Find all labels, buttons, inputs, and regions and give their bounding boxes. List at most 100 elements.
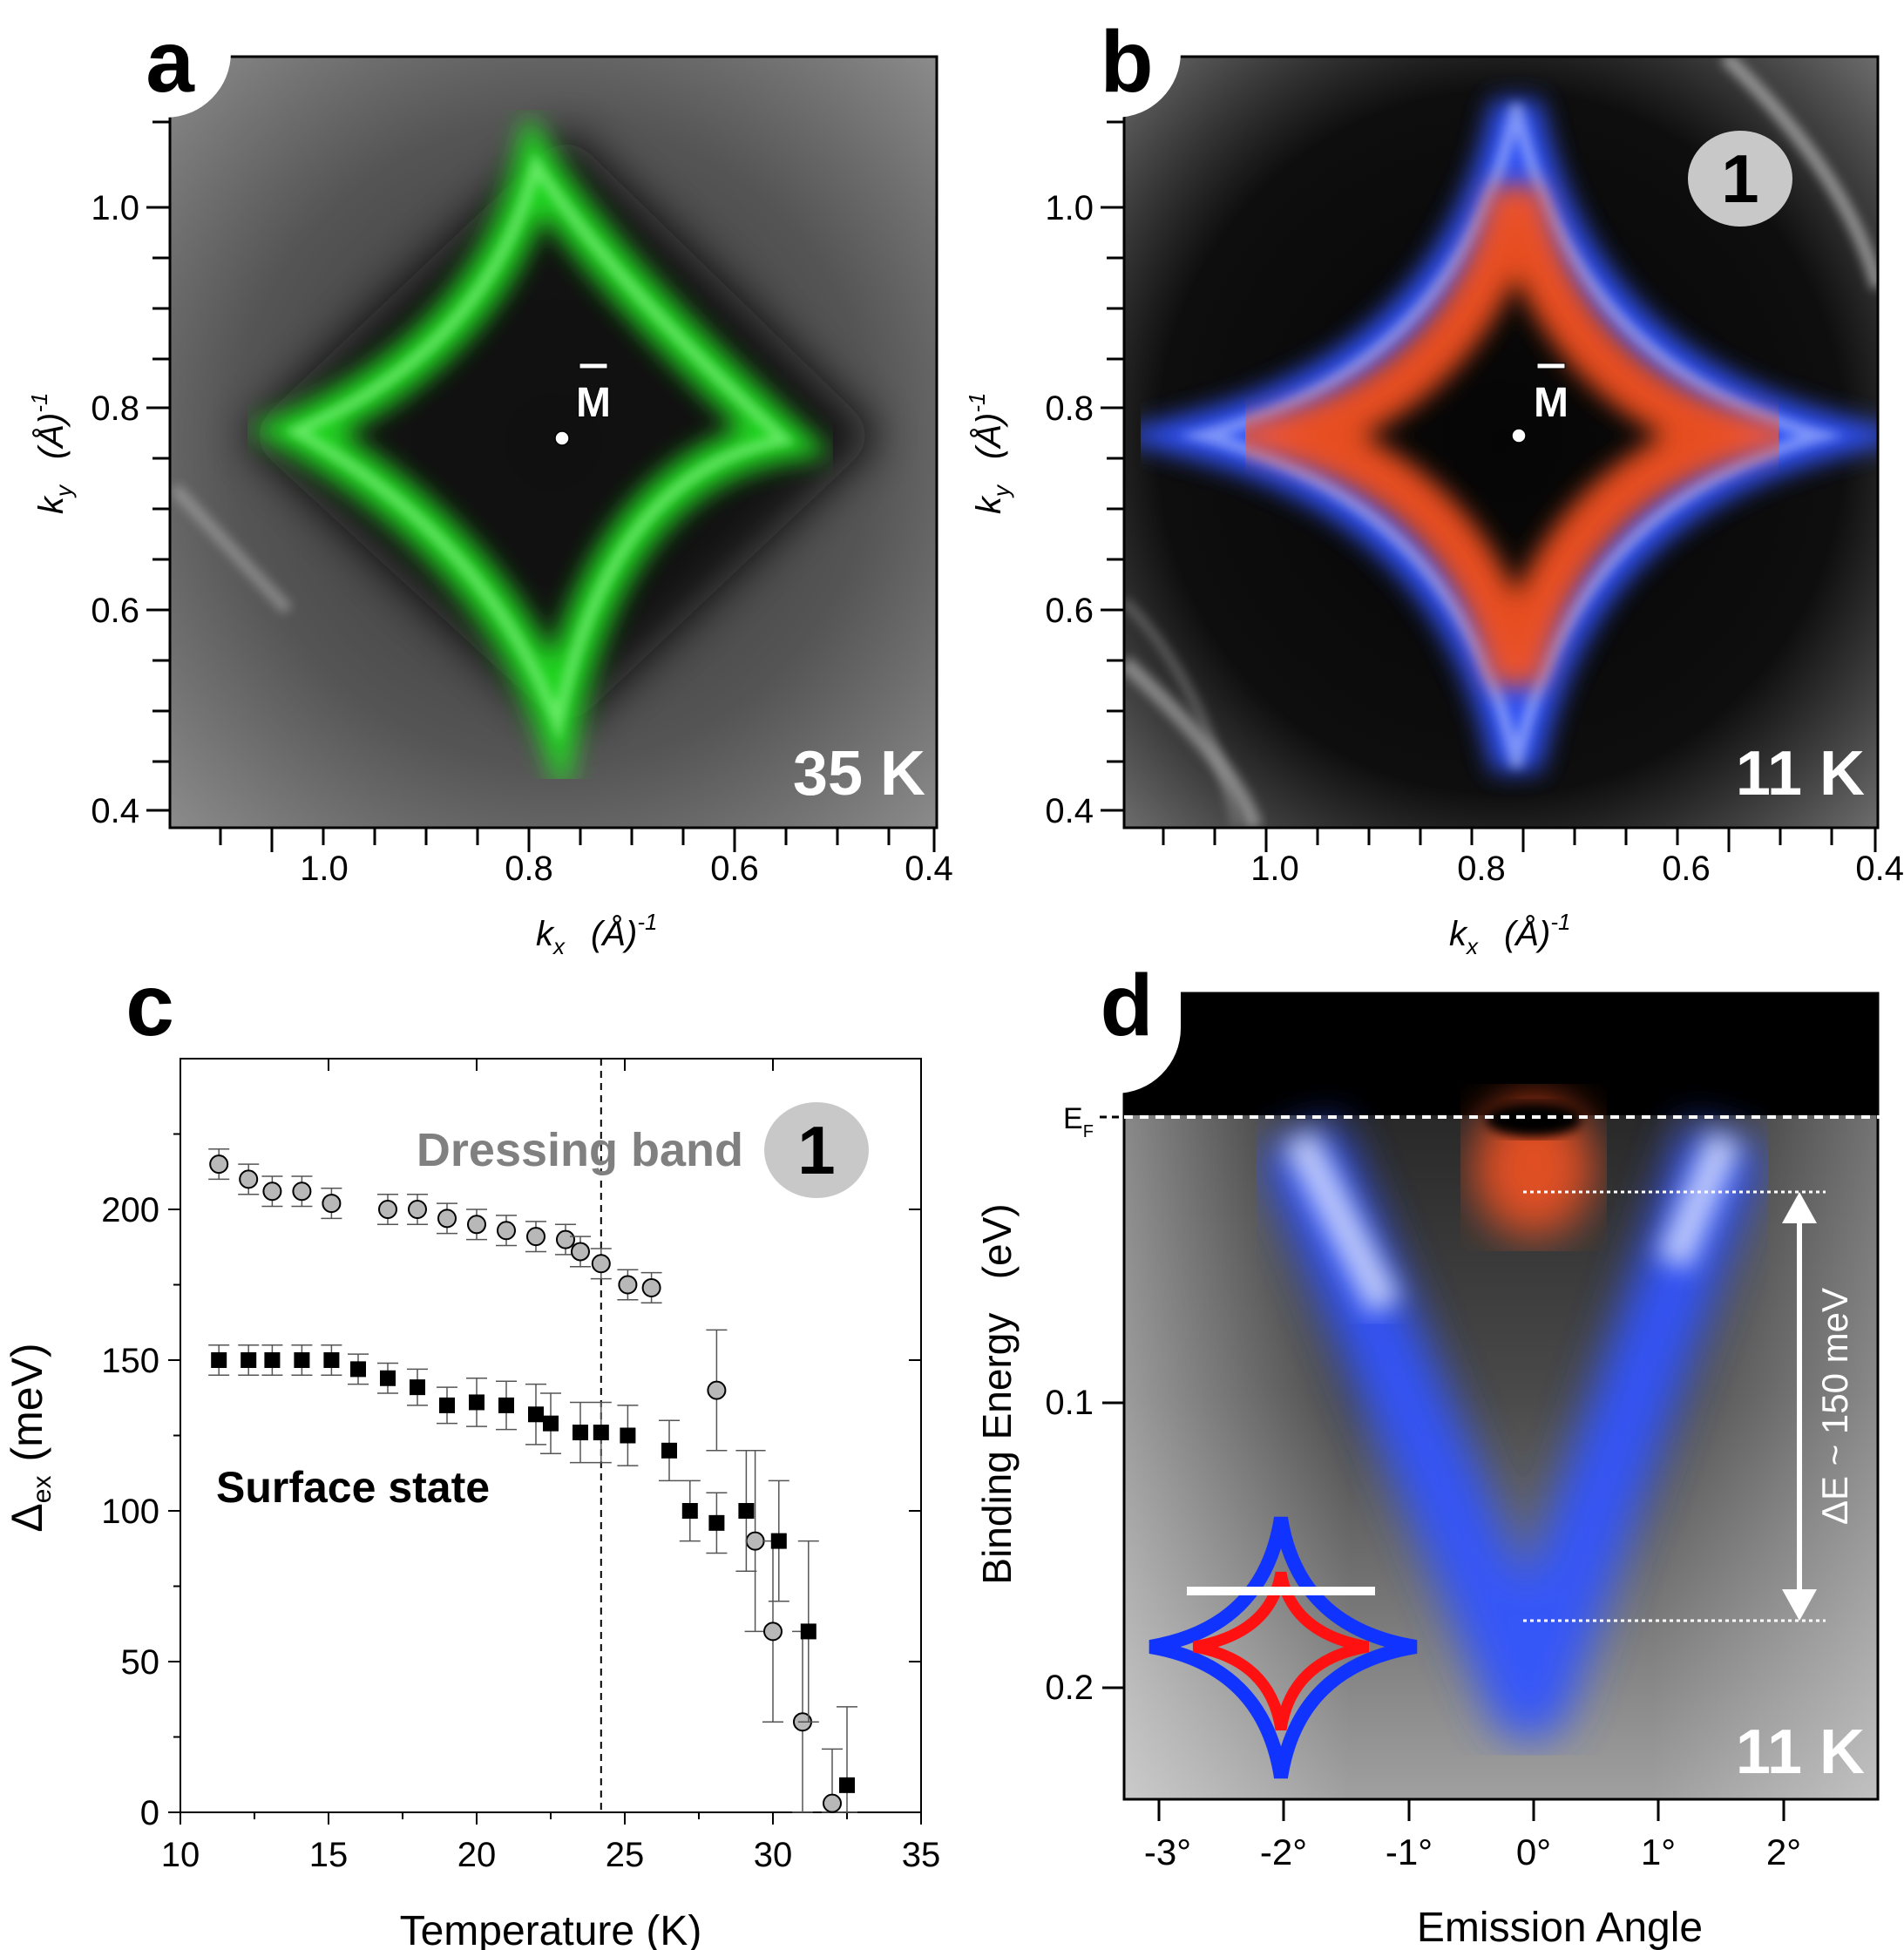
x-tick-label: 20	[457, 1836, 497, 1874]
dressing-band-point	[437, 1209, 457, 1229]
dressing-band-point	[262, 1182, 282, 1202]
panel-a-frame	[168, 55, 938, 829]
panel-c-plot-area: 10 15 20 25 30 35 0 50 100 150 200	[101, 1059, 940, 1874]
surface-state-point	[839, 1777, 855, 1793]
dressing-band-point	[526, 1227, 545, 1247]
panel-c-letter-badge: c	[125, 957, 174, 1054]
dressing-band-point	[556, 1229, 575, 1249]
inset-blue-contour	[1148, 1516, 1418, 1779]
dressing-band-point	[378, 1200, 397, 1219]
panel-c-dressing-label: Dressing band	[417, 1124, 743, 1176]
surface-state-point	[708, 1514, 725, 1531]
panel-a-ytick: 0.6	[91, 592, 139, 630]
x-tick-label: 10	[161, 1836, 200, 1874]
panel-b-m-point	[1511, 428, 1527, 443]
panel-b-xtick: 0.8	[1457, 850, 1506, 888]
panel-c: c 10 15 20 25 30 35 0 50 100 150 200 Dressing band…	[3, 957, 940, 1950]
panel-a-m-bar	[579, 362, 608, 369]
panel-b-axis-ticks	[1101, 120, 1877, 852]
surface-state-point	[211, 1352, 227, 1368]
panel-d-xtick: 2°	[1766, 1832, 1801, 1872]
panel-a-axis-ticks	[146, 120, 936, 852]
panel-b-blue-highlight	[1178, 103, 1845, 768]
panel-b: M 1 11 K b 1.0 0.8 0.6 0.4 1.	[964, 0, 1904, 959]
panel-a-ytick: 0.4	[91, 792, 139, 830]
panel-a-xtick: 0.4	[905, 850, 953, 888]
panel-a-streak	[170, 484, 293, 614]
panel-d-arrow-label: ΔE ~ 150 meV	[1814, 1288, 1855, 1525]
panel-a-m-label: M	[576, 380, 611, 426]
y-tick-label: 150	[101, 1342, 159, 1380]
surface-state-point	[800, 1623, 816, 1640]
dressing-band-point	[641, 1277, 661, 1297]
panel-a: M 35 K a 1.0 0.8 0.6 0.4 1.0 0.8	[0, 0, 953, 959]
dressing-band-point	[292, 1182, 312, 1202]
x-tick-label: 25	[606, 1836, 645, 1874]
panel-d-ef-label: EF	[1063, 1102, 1094, 1141]
panel-b-ytick: 0.6	[1045, 592, 1094, 630]
panel-b-temp-label: 11 K	[1736, 739, 1865, 809]
panel-d-xtick: 1°	[1641, 1832, 1676, 1872]
y-tick-label: 50	[121, 1643, 160, 1682]
dressing-band-point	[571, 1242, 590, 1262]
y-tick-label: 200	[101, 1191, 159, 1229]
panel-b-letter: b	[1100, 13, 1153, 111]
dressing-band-point	[467, 1215, 486, 1235]
panel-a-m-point	[554, 430, 570, 446]
dressing-band-point	[745, 1531, 765, 1551]
panel-c-badge	[764, 1102, 869, 1198]
surface-state-point	[738, 1503, 755, 1519]
panel-d-letter-badge: d	[1081, 957, 1181, 1093]
panel-d-arrow-head-down	[1782, 1589, 1817, 1621]
panel-d-xtick: -1°	[1386, 1832, 1433, 1872]
panel-d-xtick: -2°	[1260, 1832, 1307, 1872]
panel-d-axis-ticks	[1102, 1401, 1785, 1821]
surface-state-point	[661, 1442, 677, 1459]
surface-state-point	[498, 1397, 514, 1413]
panel-a-xlabel: kx (Å)-1	[536, 909, 657, 959]
panel-b-m-bar	[1536, 362, 1566, 369]
panel-b-m-label: M	[1534, 380, 1569, 426]
panel-b-arc	[1124, 598, 1242, 828]
panel-a-temp-label: 35 K	[793, 739, 925, 809]
y-tick-label: 0	[140, 1794, 159, 1832]
panel-d-xtick: -3°	[1144, 1832, 1191, 1872]
panel-b-badge-label: 1	[1721, 140, 1758, 217]
panel-d-v-highlight	[1283, 1128, 1742, 1316]
surface-state-point	[241, 1352, 257, 1368]
panel-a-xtick: 0.8	[505, 850, 553, 888]
panel-b-xtick: 0.6	[1662, 850, 1711, 888]
surface-state-point	[323, 1352, 340, 1368]
surface-state-point	[770, 1533, 787, 1549]
panel-a-ytick: 1.0	[91, 189, 139, 227]
dressing-band-point	[408, 1200, 427, 1219]
panel-a-ytick: 0.8	[91, 389, 139, 428]
surface-state-point	[469, 1394, 484, 1411]
panel-d-dark-core	[1486, 1102, 1582, 1137]
x-tick-label: 30	[754, 1836, 793, 1874]
y-tick-label: 100	[101, 1493, 159, 1531]
surface-state-point	[350, 1361, 366, 1378]
dressing-band-point	[497, 1221, 516, 1241]
dressing-band-point	[823, 1793, 842, 1813]
panel-d-ytick: 0.2	[1045, 1669, 1094, 1707]
panel-b-xtick: 1.0	[1250, 850, 1299, 888]
panel-d-arrow-head-up	[1782, 1192, 1817, 1223]
panel-d-ytick: 0.1	[1045, 1384, 1094, 1422]
panel-b-ytick: 0.8	[1045, 389, 1094, 428]
panel-b-ylabel: ky(Å)-1	[964, 393, 1014, 514]
panel-b-badge	[1688, 131, 1792, 227]
x-tick-label: 15	[309, 1836, 349, 1874]
panel-a-ylabel: ky(Å)-1	[26, 393, 77, 514]
panel-c-xlabel: Temperature (K)	[400, 1908, 702, 1950]
panel-d-inset-fermi-surface	[1148, 1516, 1418, 1779]
panel-c-badge-label: 1	[797, 1112, 835, 1188]
surface-state-point	[380, 1370, 396, 1386]
panel-d-black-top	[1124, 993, 1878, 1115]
panel-b-xlabel: kx (Å)-1	[1449, 909, 1570, 959]
dressing-band-point	[239, 1169, 259, 1189]
surface-state-point	[593, 1425, 609, 1441]
surface-state-point	[264, 1352, 281, 1368]
surface-state-point	[620, 1427, 636, 1444]
panel-d-letter: d	[1100, 957, 1153, 1054]
